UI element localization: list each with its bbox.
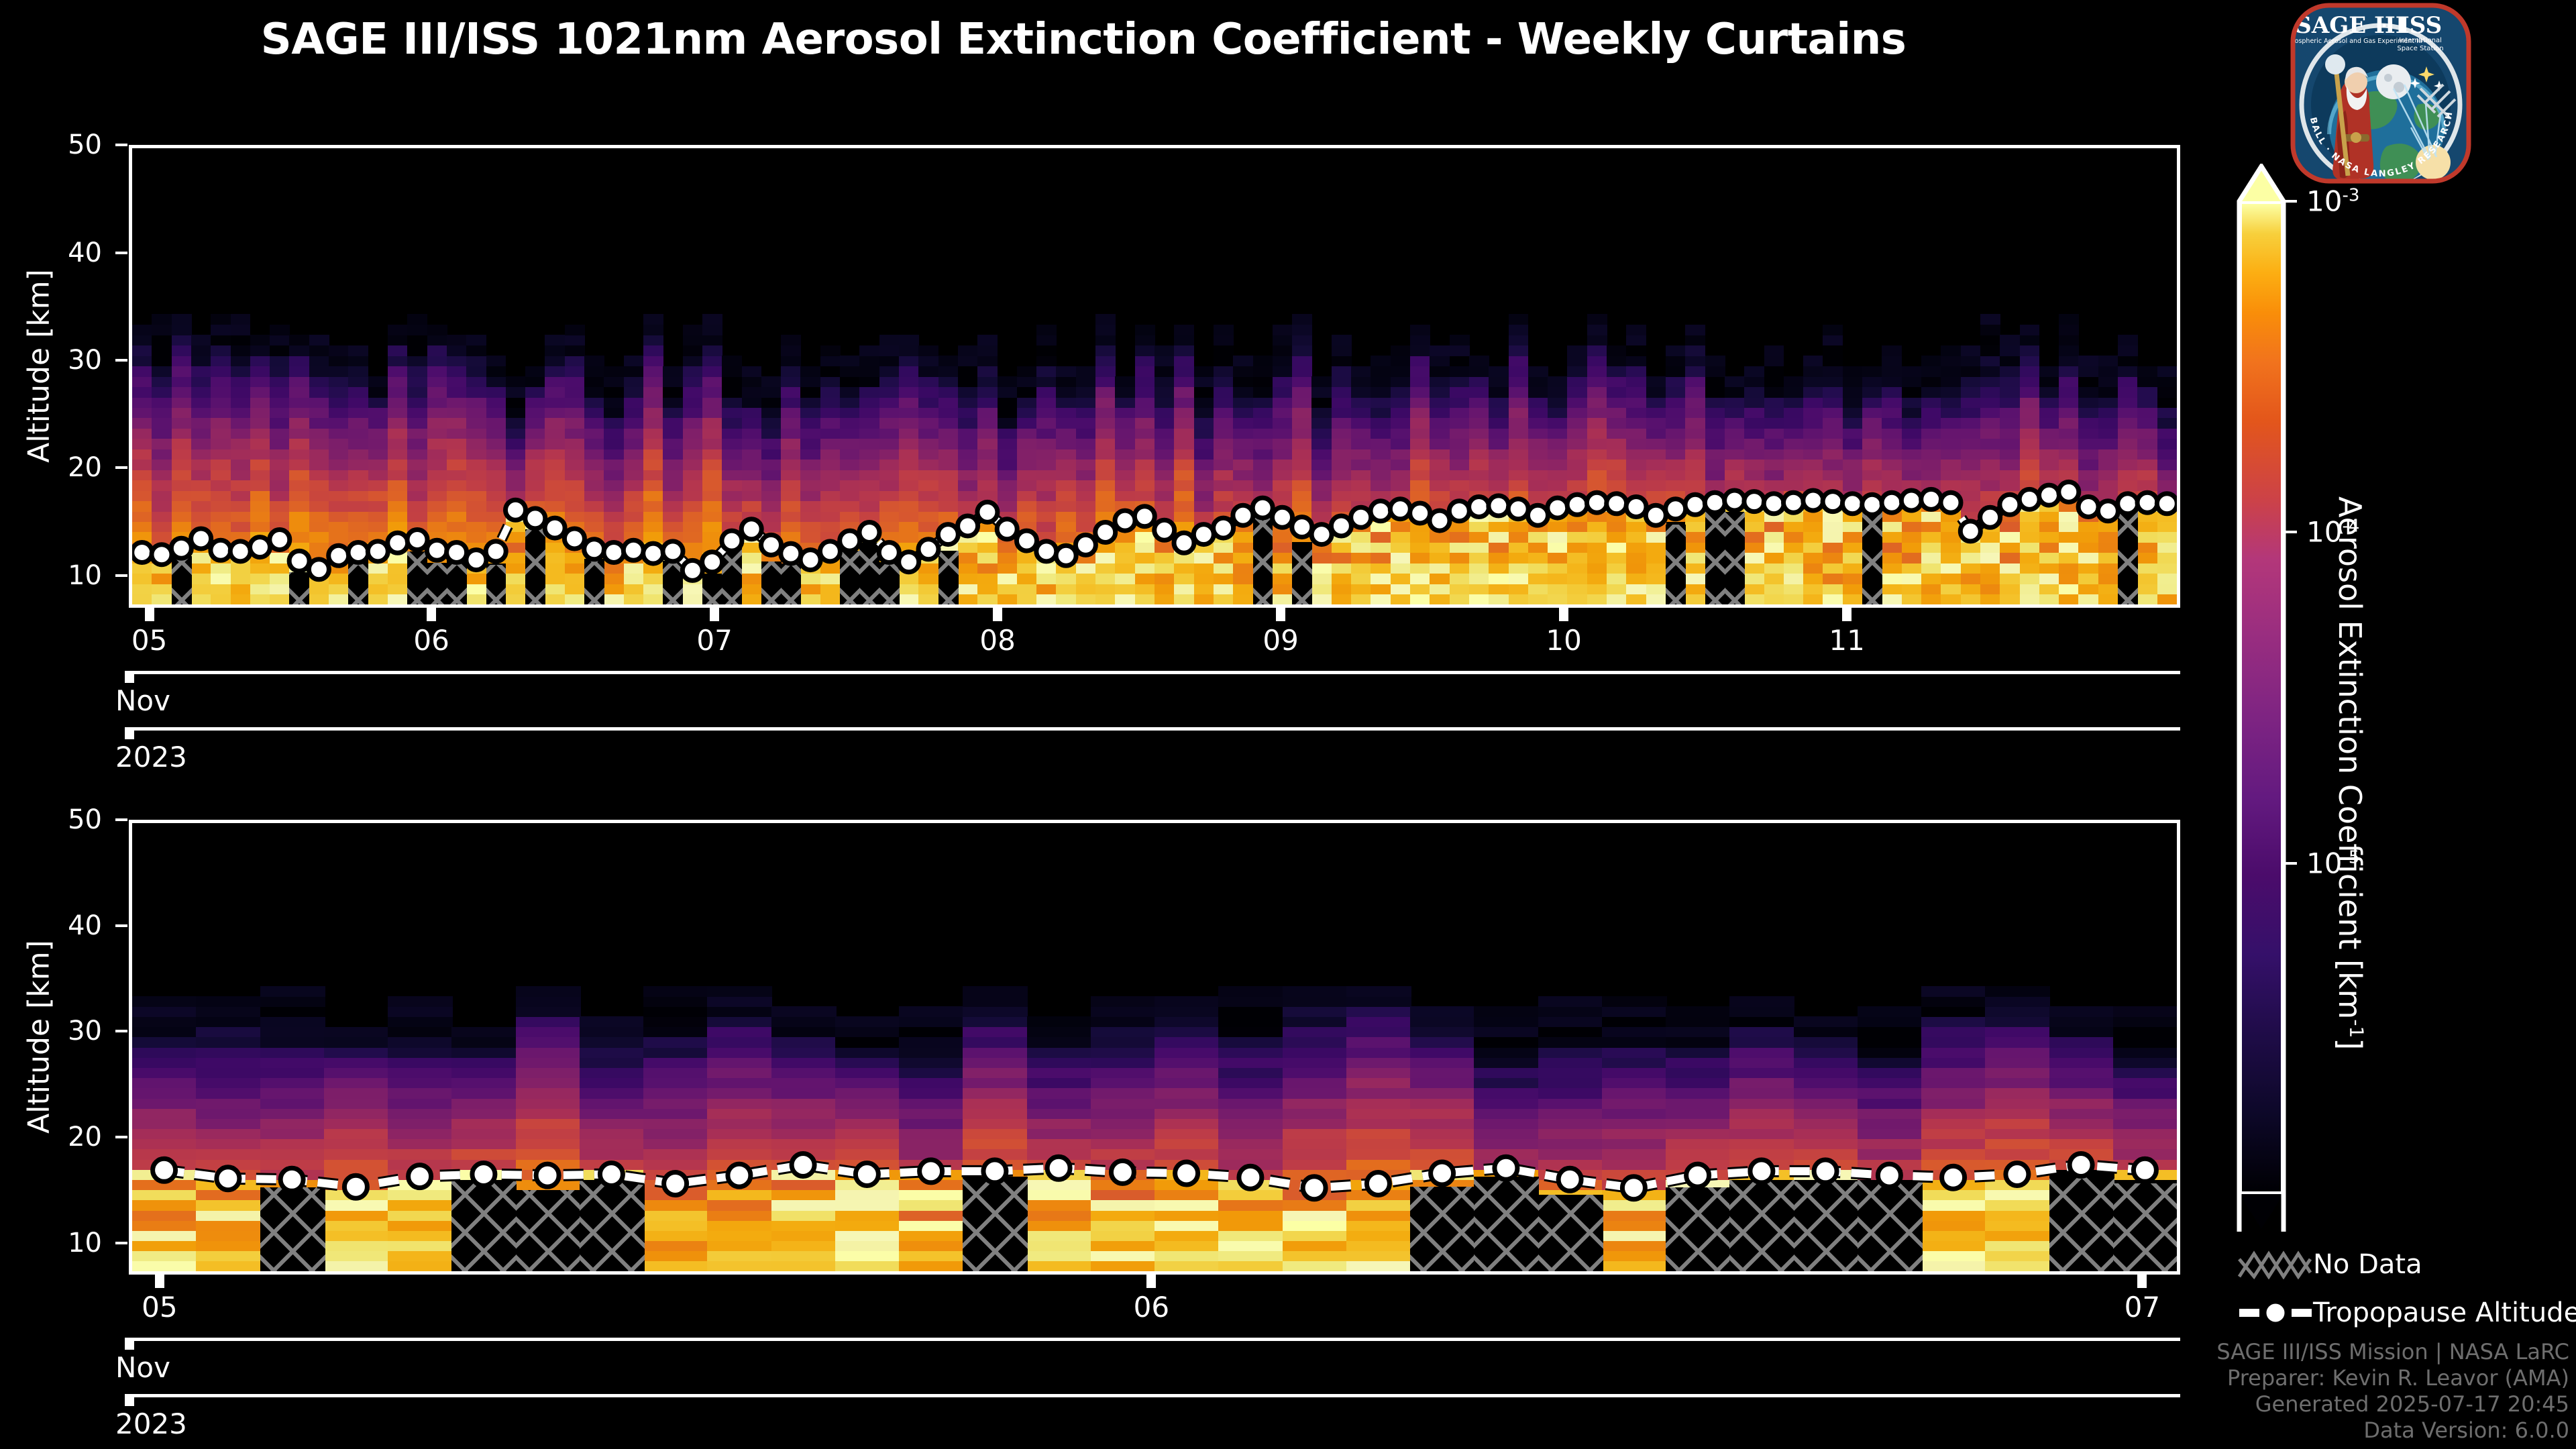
logo-title-dot: · [2381,16,2387,36]
hatch-swatch-icon [2237,1250,2313,1280]
colorbar-tick-mark [2284,861,2297,865]
x-tick-mark [993,608,1003,621]
y-tick-mark [115,144,127,146]
year-level-tick [125,727,134,739]
legend-label-tropopause: Tropopause Altitude [2313,1297,2576,1328]
x-tick-label: 06 [1133,1291,1170,1324]
legend-item-tropopause: Tropopause Altitude [2238,1297,2576,1328]
x-tick-mark [1842,608,1852,621]
footer-line-version: Data Version: 6.0.0 [2363,1417,2569,1443]
y-tick-label: 20 [68,1122,102,1152]
y-tick-mark [115,1030,127,1033]
x-tick-label: 08 [979,624,1016,657]
colorbar-tick-label: 10-5 [2306,847,2360,880]
month-label: Nov [115,684,170,717]
colorbar-tick-mark [2284,531,2297,534]
y-tick-label: 50 [68,129,102,160]
x-tick-label: 10 [1546,624,1582,657]
x-tick-label: 07 [696,624,733,657]
y-tick-mark [115,924,127,927]
x-tick-label: 09 [1263,624,1299,657]
y-tick-mark [115,1136,127,1138]
x-tick-mark [427,608,437,621]
y-tick-label: 30 [68,1016,102,1047]
sunrise-curtain-plot[interactable]: Sunrise [129,145,2180,608]
logo-title-iss: ISS [2399,12,2442,39]
x-tick-mark [1146,1275,1157,1288]
y-tick-mark [115,574,127,577]
logo-title-sage: SAGE III [2295,12,2406,39]
month-level-tick [125,671,134,683]
x-tick-mark [144,608,154,621]
sunset-curtain-plot[interactable]: Sunset [129,820,2180,1275]
year-level-rule [129,727,2180,731]
year-label: 2023 [115,1407,187,1440]
x-tick-label: 06 [413,624,449,657]
y-tick-mark [115,818,127,821]
year-level-rule [129,1394,2180,1397]
x-tick-mark [710,608,720,621]
colorbar-label-text: Aerosol Extinction Coefficient [km [2332,496,2368,1020]
colorbar-under-arrow [2239,1194,2284,1229]
y-tick-label: 10 [68,559,102,591]
x-tick-label: 05 [142,1291,178,1324]
page-title: SAGE III/ISS 1021nm Aerosol Extinction C… [260,15,1907,64]
colorbar-tick-label: 10-4 [2306,515,2360,549]
month-level-rule [129,671,2180,674]
y-tick-label: 10 [68,1227,102,1258]
colorbar-tick-mark [2284,200,2297,203]
colorbar-label-exponent: -1 [2345,1019,2368,1038]
y-tick-mark [115,466,127,470]
sunrise-tropopause-line [132,479,2177,583]
x-tick-mark [1559,608,1569,621]
year-label: 2023 [115,741,187,773]
month-level-tick [125,1338,134,1350]
colorbar[interactable]: 10-210-310-410-5 [2237,164,2359,1232]
colorbar-axis-label: Aerosol Extinction Coefficient [km-1] [2332,496,2368,1050]
x-tick-label: 07 [2124,1291,2161,1324]
colorbar-gradient [2239,201,2284,1194]
sage-iii-iss-mission-patch-logo: BALL · NASA LANGLEY RESEARCH CENTER · TA… [2286,3,2471,184]
x-tick-mark [154,1275,164,1288]
y-tick-label: 20 [68,452,102,484]
y-tick-mark [115,251,127,254]
colorbar-tick-label: 10-3 [2306,184,2360,218]
year-level-tick [125,1394,134,1406]
y-tick-label: 30 [68,344,102,376]
x-tick-mark [1276,608,1286,621]
x-tick-mark [2137,1275,2147,1288]
y-tick-label: 50 [68,804,102,835]
y-tick-label: 40 [68,237,102,268]
legend-label-no-data: No Data [2313,1249,2422,1280]
x-tick-label: 11 [1829,624,1865,657]
logo-subtitle-right-1: International [2399,37,2442,44]
footer-line-generated: Generated 2025-07-17 20:45 [2255,1391,2569,1417]
month-level-rule [129,1338,2180,1341]
sunset-heatmap [132,823,2177,1271]
colorbar-over-arrow [2239,166,2284,201]
legend-item-no-data: No Data [2237,1249,2573,1280]
colorbar-label-tail: ] [2332,1038,2368,1051]
legend: No Data Tropopause Altitude [2237,1249,2576,1346]
y-tick-mark [115,1241,127,1244]
footer-line-mission: SAGE III/ISS Mission | NASA LaRC [2216,1338,2569,1364]
sunrise-heatmap [132,148,2177,604]
footer-credits: SAGE III/ISS Mission | NASA LaRC Prepare… [2216,1339,2569,1444]
month-label: Nov [115,1351,170,1384]
x-tick-label: 05 [131,624,168,657]
y-tick-mark [115,358,127,362]
dashed-marker-line-icon [2238,1298,2313,1328]
sunset-tropopause-line [150,1151,2159,1202]
footer-line-preparer: Preparer: Kevin R. Leavor (AMA) [2226,1364,2569,1391]
y-tick-label: 40 [68,910,102,941]
logo-subtitle-left: Stratospheric Aerosol and Gas Experiment… [2286,38,2422,45]
logo-subtitle-right-2: Space Station [2397,45,2443,52]
